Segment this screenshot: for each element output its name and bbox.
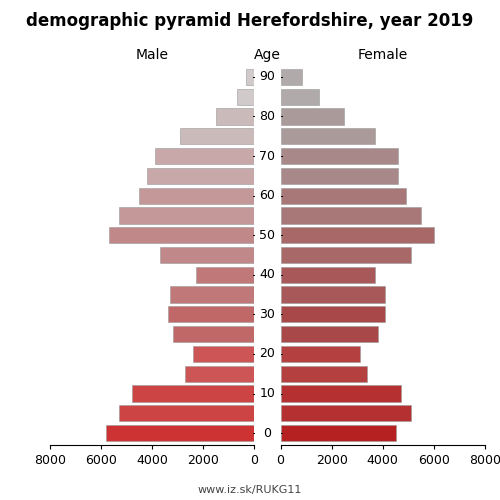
Bar	[246, 69, 254, 85]
Bar	[280, 168, 398, 184]
Bar	[186, 366, 254, 382]
Bar	[280, 88, 319, 105]
Text: 0: 0	[264, 426, 272, 440]
Text: 40: 40	[260, 268, 276, 281]
Text: 30: 30	[260, 308, 276, 321]
Bar	[216, 108, 254, 124]
Bar	[280, 266, 375, 283]
Bar	[280, 346, 360, 362]
Bar	[119, 208, 254, 224]
Bar	[119, 405, 254, 421]
Bar	[280, 208, 421, 224]
Title: Male: Male	[136, 48, 168, 62]
Text: 20: 20	[260, 348, 276, 360]
Title: Female: Female	[358, 48, 408, 62]
Text: 80: 80	[260, 110, 276, 123]
Bar	[280, 227, 434, 244]
Bar	[280, 306, 386, 322]
Bar	[280, 286, 386, 302]
Text: 90: 90	[260, 70, 276, 84]
Text: 10: 10	[260, 387, 276, 400]
Text: www.iz.sk/RUKG11: www.iz.sk/RUKG11	[198, 485, 302, 495]
Bar	[280, 188, 406, 204]
Text: demographic pyramid Herefordshire, year 2019: demographic pyramid Herefordshire, year …	[26, 12, 473, 30]
Bar	[280, 386, 400, 402]
Bar	[193, 346, 254, 362]
Bar	[170, 286, 254, 302]
Bar	[280, 405, 411, 421]
Bar	[132, 386, 254, 402]
Bar	[280, 148, 398, 164]
Text: 70: 70	[260, 150, 276, 162]
Text: 50: 50	[260, 228, 276, 241]
Bar	[280, 366, 368, 382]
Bar	[196, 266, 254, 283]
Bar	[160, 247, 254, 263]
Bar	[280, 247, 411, 263]
Bar	[172, 326, 254, 342]
Bar	[280, 128, 375, 144]
Bar	[180, 128, 254, 144]
Bar	[280, 69, 302, 85]
Bar	[280, 326, 378, 342]
Bar	[147, 168, 254, 184]
Text: 60: 60	[260, 189, 276, 202]
Title: Age: Age	[254, 48, 281, 62]
Bar	[236, 88, 254, 105]
Bar	[155, 148, 254, 164]
Bar	[106, 425, 255, 441]
Bar	[140, 188, 254, 204]
Bar	[280, 425, 396, 441]
Bar	[280, 108, 344, 124]
Bar	[109, 227, 255, 244]
Bar	[168, 306, 254, 322]
